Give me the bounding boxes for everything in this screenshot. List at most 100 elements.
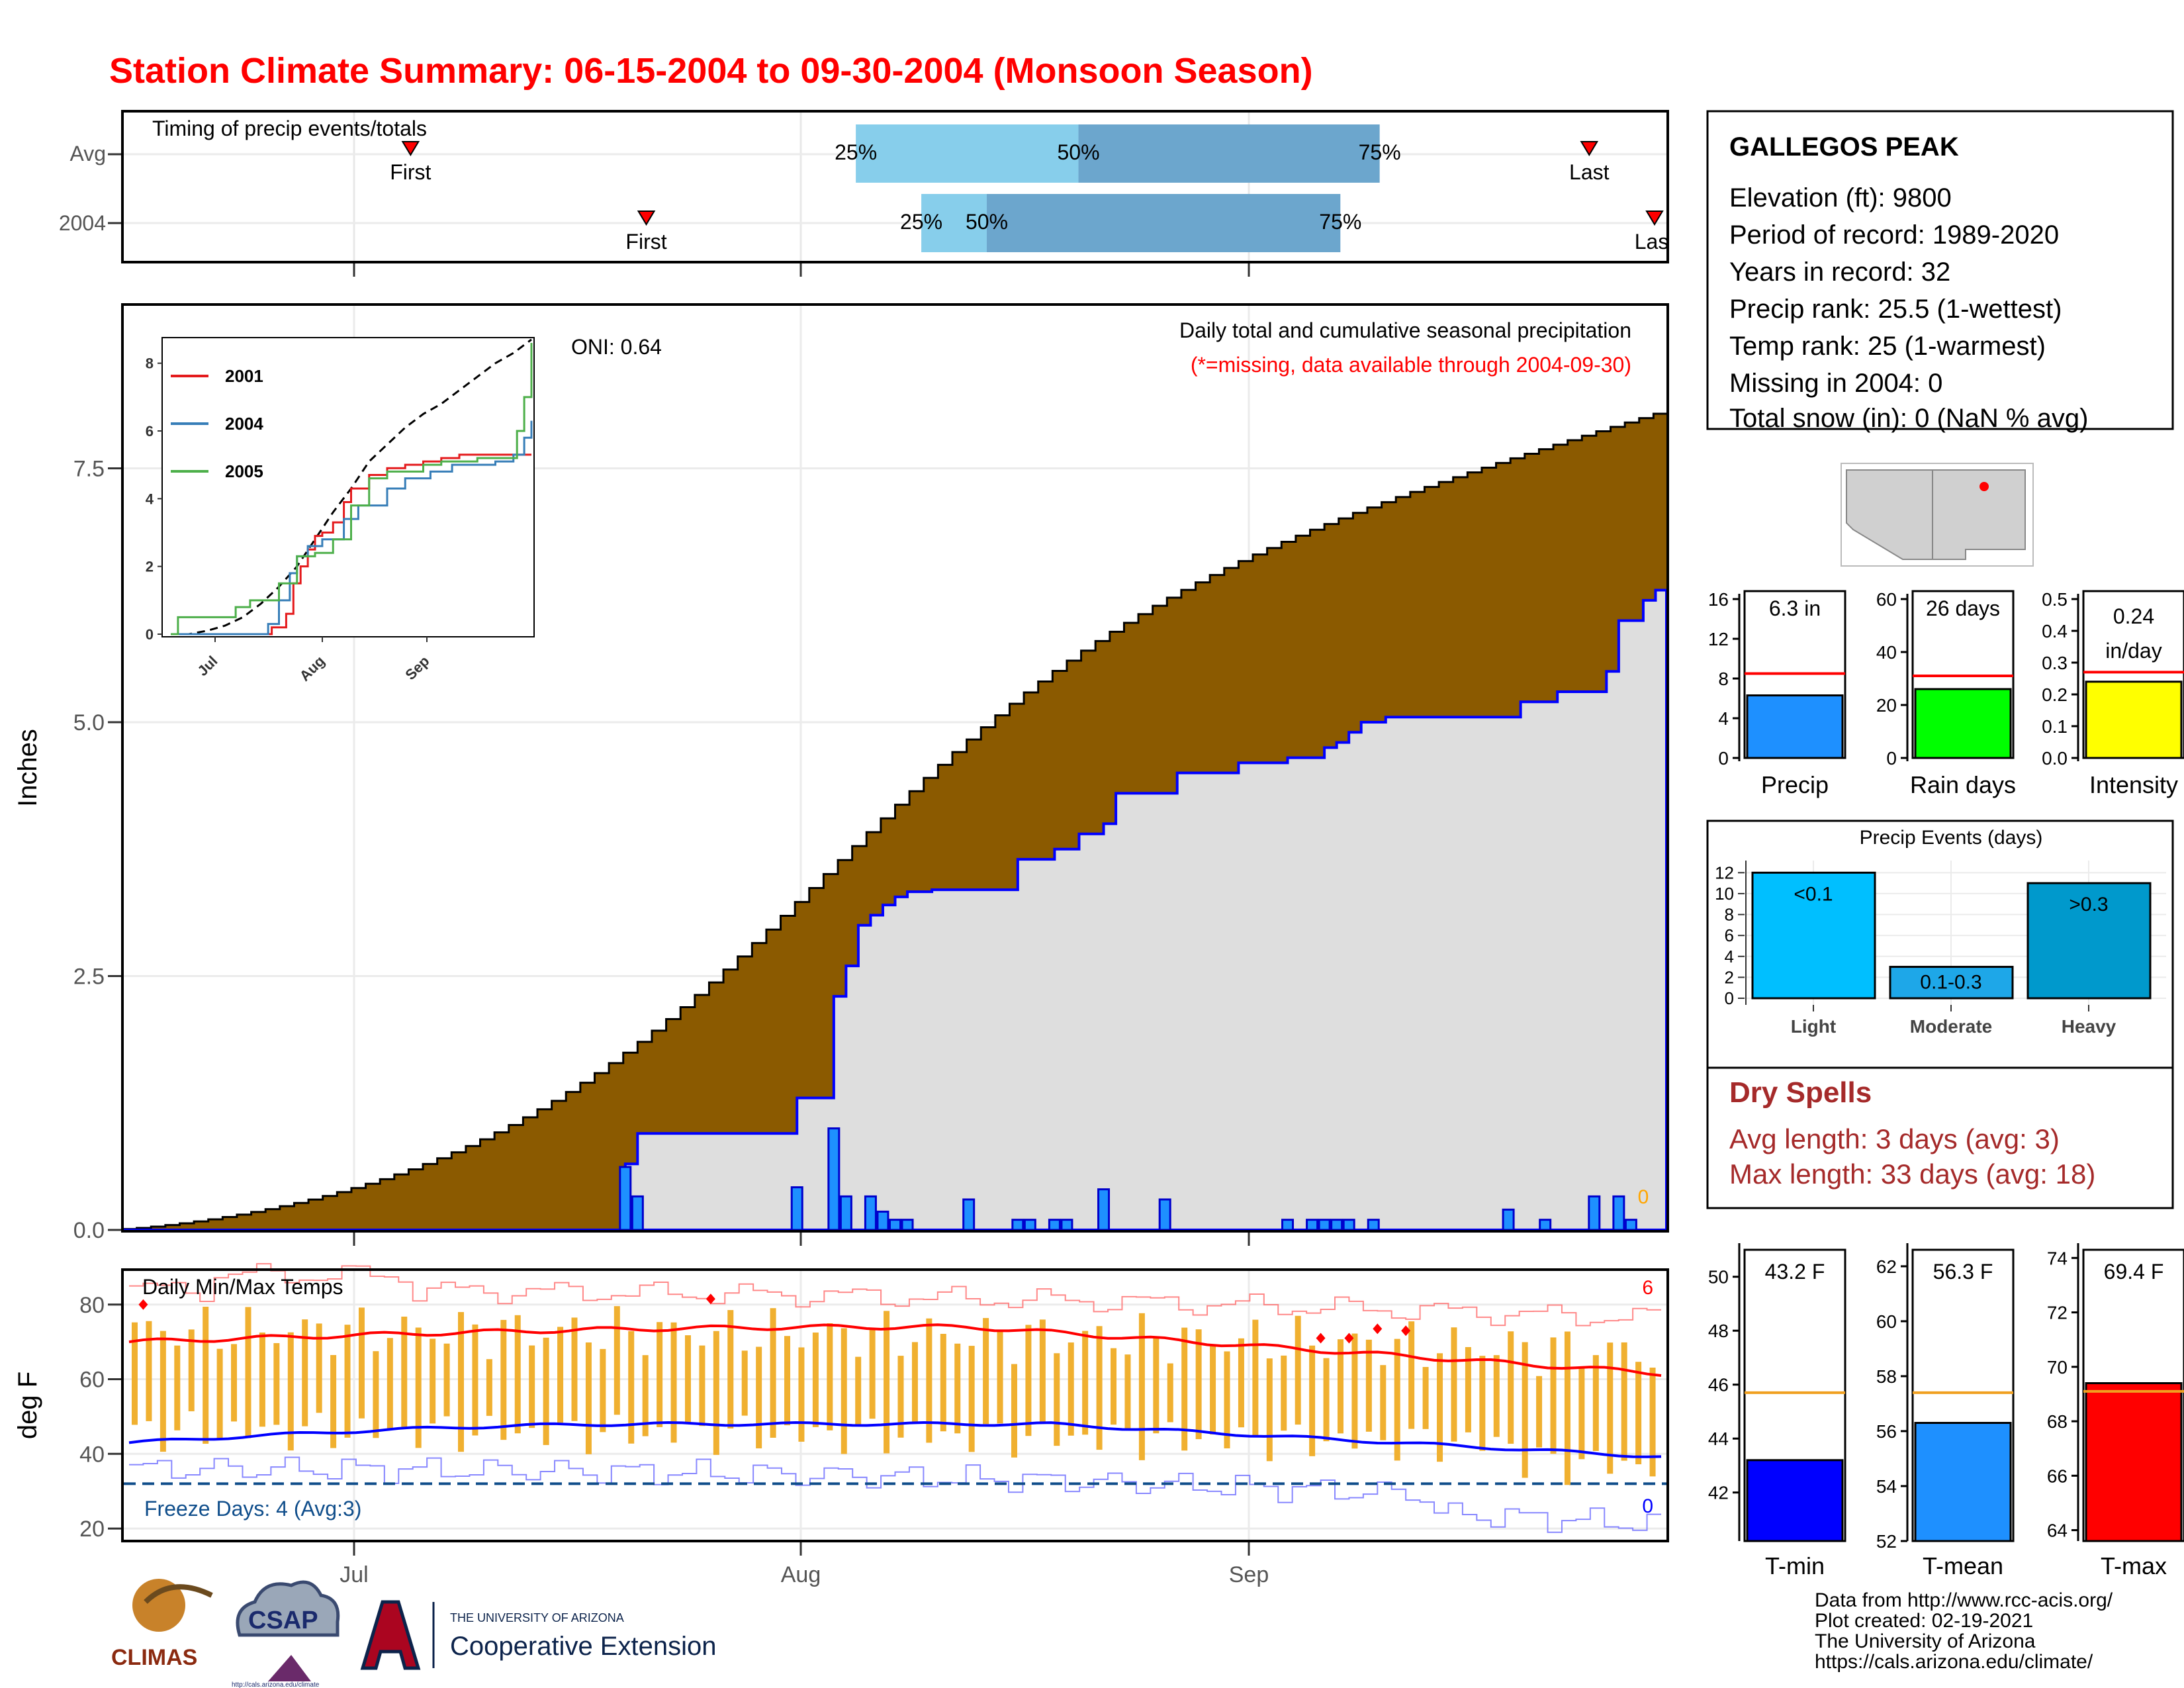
footer-url: https://cals.arizona.edu/climate/ [1815,1651,2093,1673]
daily-temp-bar [1011,1364,1017,1458]
daily-temp-bar [529,1345,535,1429]
station-frame [1706,110,2174,430]
temp-ylabel: deg F [13,1372,42,1439]
events-ytick-label: 8 [1725,905,1734,925]
record-low-line [129,1456,1661,1533]
temp-summary-value: 69.4 F [2104,1260,2164,1284]
daily-temp-bar [684,1335,691,1425]
daily-temp-bar [713,1331,719,1455]
daily-temp-bar [1408,1321,1415,1429]
temp-summary-ytick-label: 46 [1708,1375,1729,1395]
daily-temp-bar [245,1307,251,1438]
events-ytick-label: 10 [1715,884,1734,904]
record-high-marker [1401,1325,1411,1336]
record-high-marker [1344,1333,1354,1344]
daily-temp-bar [940,1334,946,1432]
temp-ytick-label: 40 [79,1442,105,1467]
daily-temp-bar [1451,1327,1457,1442]
summary-bars: 0 4 8 12 16 6.3 in Precip 0 20 40 60 26 days Rain da… [1708,589,2184,798]
daily-temp-bar [458,1312,465,1452]
daily-temp-bar [897,1356,904,1438]
daily-temp-bar [1522,1342,1528,1478]
temp-summary-label: T-mean [1923,1552,2003,1579]
timing-label-25: 25% [835,140,877,164]
summary-value: 6.3 in [1769,596,1821,620]
daily-temp-bar [727,1310,734,1429]
daily-precip-bar [631,1195,644,1231]
summary-ytick-label: 0.2 [2042,684,2068,705]
temp-summary-ytick-label: 70 [2047,1357,2068,1378]
dry-spells-title: Dry Spells [1729,1076,1872,1109]
daily-temp-bar [132,1322,138,1425]
last-event-label: Last [1569,160,1610,184]
daily-temp-bar [954,1343,961,1434]
daily-temp-bar [911,1342,918,1423]
events-ytick-label: 2 [1725,967,1734,987]
climas-sun-icon [132,1579,185,1632]
inset-ytick-label: 0 [146,626,154,643]
daily-temp-bar [1621,1342,1627,1461]
station-location-marker [1979,482,1989,491]
daily-temp-bar [1365,1339,1372,1432]
daily-precip-bar [1539,1219,1552,1231]
timing-row-label-avg: Avg [69,142,106,165]
precip-ytick-label: 7.5 [73,456,105,481]
daily-precip-bar [1281,1219,1295,1231]
ua-logo-line2: Cooperative Extension [450,1632,716,1661]
temp-summary-ytick-label: 50 [1708,1267,1729,1288]
summary-bar-precip [1746,694,1844,759]
station-line-years: Years in record: 32 [1729,258,1950,287]
csap-cloud-icon [236,1580,340,1637]
station-line-precip-rank: Precip rank: 25.5 (1-wettest) [1729,295,2062,324]
daily-precip-bar [1342,1219,1355,1231]
daily-precip-bar [619,1166,632,1231]
precip-area [121,412,1669,1231]
inset-legend-label: 2001 [225,366,263,386]
temp-yticks: 20 40 60 80 [79,1293,121,1542]
precip-subcaption: (*=missing, data available through 2004-… [1191,353,1631,377]
events-ytick-label: 6 [1725,925,1734,945]
event-bar-light [1751,871,1876,1000]
daily-temp-bar [1394,1338,1400,1461]
temp-summary-bar-t-min [1746,1459,1844,1542]
x-axis: Jul Aug Sep [340,1233,1269,1587]
daily-temp-bar [1564,1331,1570,1485]
daily-temp-bar [1309,1345,1316,1456]
daily-precip-bar [1306,1219,1319,1231]
daily-precip-bar [1011,1219,1024,1231]
station-line-elevation: Elevation (ft): 9800 [1729,183,1952,212]
station-info-box: GALLEGOS PEAK Elevation (ft): 9800 Perio… [1706,110,2174,433]
precip-yticks: 0.0 2.5 5.0 7.5 [73,456,121,1243]
precip-ytick-label: 5.0 [73,710,105,735]
daily-temp-bar [557,1327,564,1423]
temp-summary-ytick-label: 68 [2047,1411,2068,1432]
daily-precip-bar [1367,1219,1380,1231]
daily-temp-bar [614,1306,620,1415]
first-event-label: First [625,230,666,254]
daily-temp-bar [926,1318,933,1443]
daily-temp-bar [1337,1339,1343,1434]
daily-precip-bar [1048,1219,1061,1231]
ua-a-icon [360,1600,421,1670]
daily-temp-bar [1153,1337,1160,1434]
station-name: GALLEGOS PEAK [1729,132,1959,162]
event-category-label: Moderate [1910,1016,1992,1037]
daily-temp-bar [159,1331,166,1452]
daily-temp-bar [812,1333,819,1427]
daily-temp-bar [486,1359,492,1416]
temp-summary-ytick-label: 44 [1708,1429,1729,1449]
daily-temp-bar [869,1328,876,1419]
temp-ytick-label: 20 [79,1517,105,1542]
daily-temp-bar [884,1311,890,1454]
temp-title: Daily Min/Max Temps [142,1275,343,1299]
last-event-marker [1580,141,1599,156]
daily-precip-bar [901,1219,914,1231]
csap-logo-text: CSAP [248,1607,318,1634]
record-high-marker [705,1293,715,1305]
daily-temp-bar [1281,1355,1287,1431]
daily-precip-bar [1624,1219,1637,1231]
daily-temp-bar [1068,1342,1074,1436]
event-category-label: Light [1791,1016,1836,1037]
timing-label-75: 75% [1359,140,1401,164]
daily-precip-bar [889,1219,901,1231]
